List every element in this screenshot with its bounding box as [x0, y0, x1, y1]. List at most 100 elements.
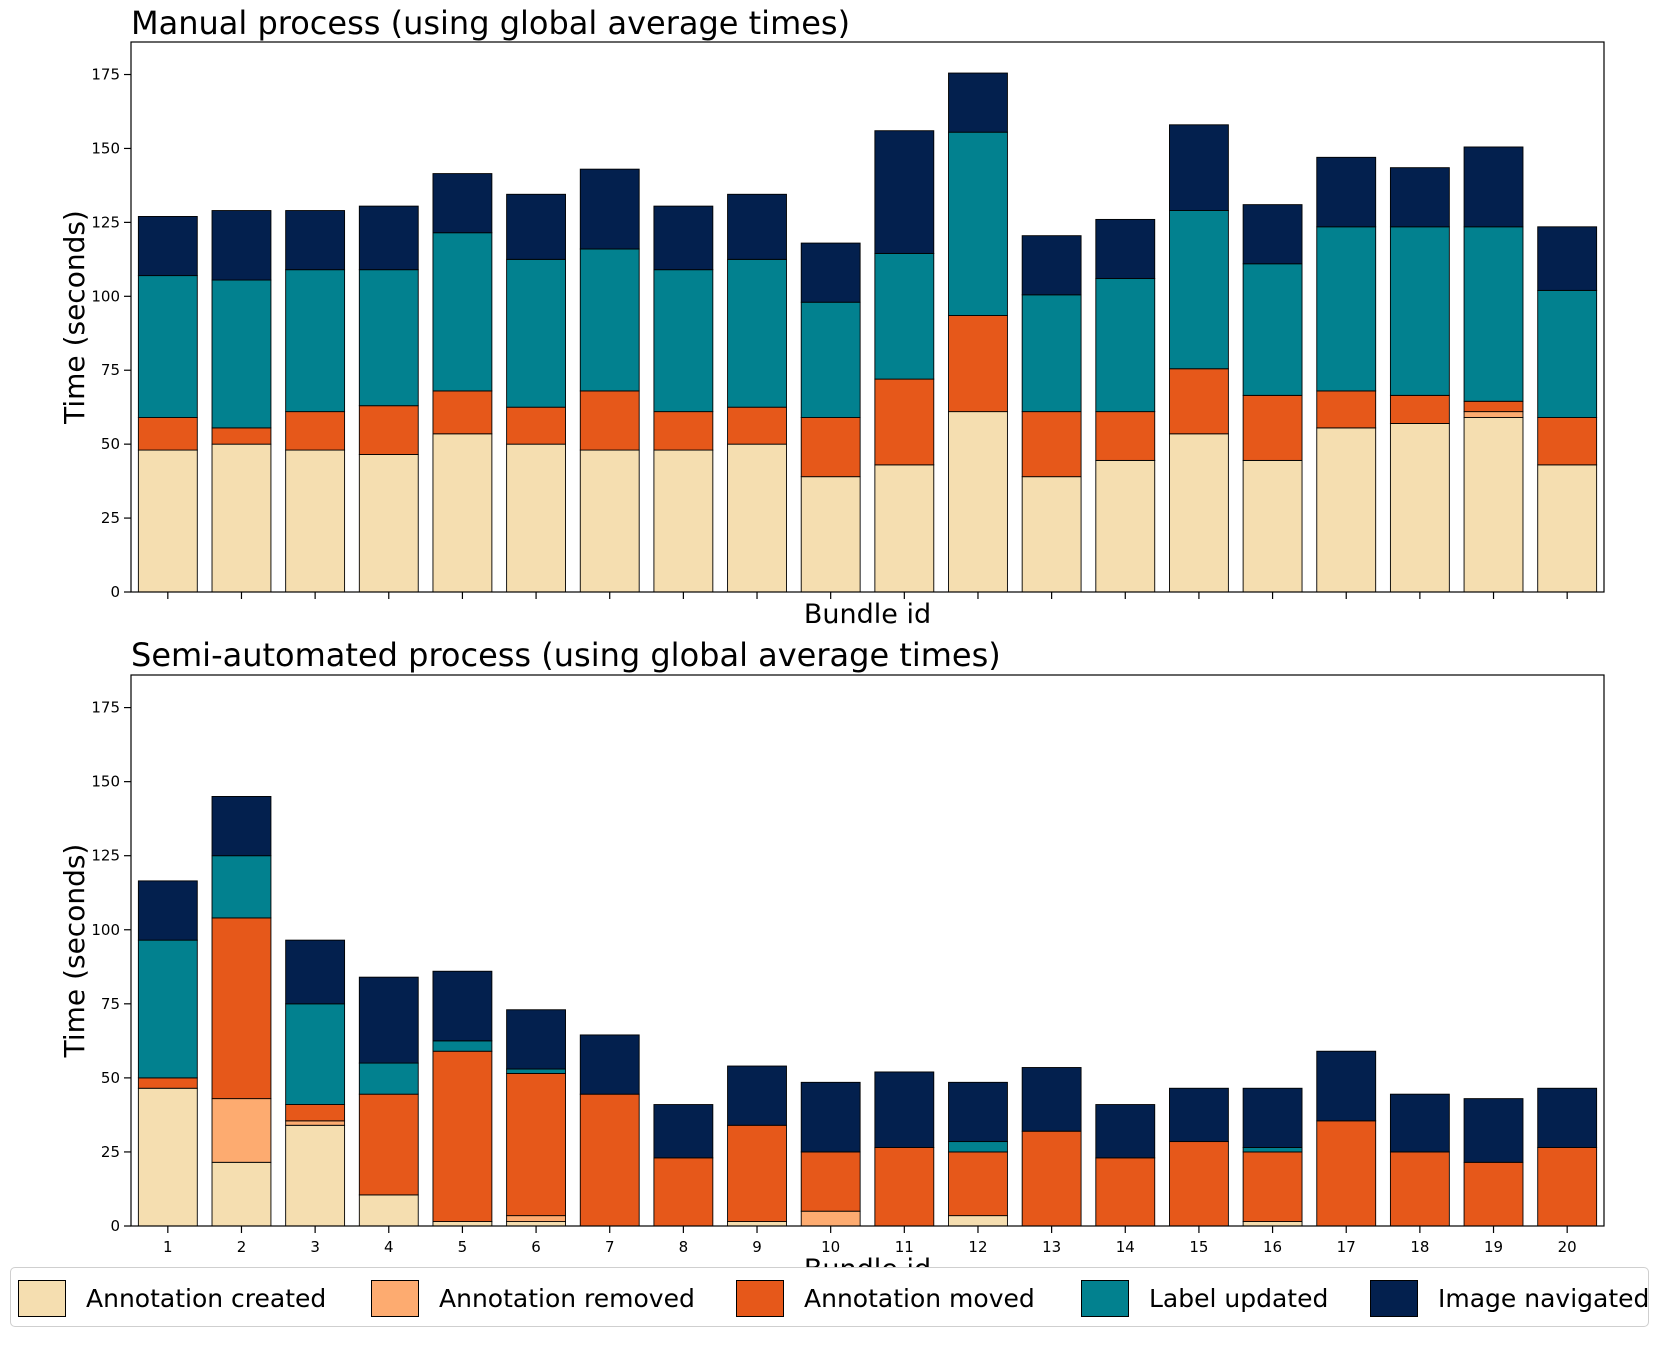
- legend-label: Image navigated: [1438, 1283, 1650, 1313]
- y-tick-label: 75: [101, 361, 120, 379]
- x-tick-label: 13: [1042, 1238, 1061, 1256]
- y-tick-label: 175: [91, 699, 120, 717]
- bar-annotation-moved-12: [948, 315, 1008, 413]
- bar-image-navigated-18: [1389, 1093, 1450, 1153]
- chart-panel-1: Manual process (using global average tim…: [58, 4, 1605, 630]
- bar-annotation-moved-17: [1316, 390, 1377, 429]
- bar-annotation-moved-9: [727, 406, 787, 445]
- bar-label-updated-18: [1389, 226, 1450, 396]
- y-tick-label: 125: [91, 213, 120, 231]
- bar-image-navigated-19: [1463, 146, 1524, 228]
- x-tick-label: 4: [384, 1238, 394, 1256]
- bar-annotation-created-5: [432, 1221, 493, 1227]
- legend-label: Annotation removed: [439, 1283, 695, 1313]
- legend-label: Annotation moved: [804, 1283, 1035, 1313]
- bar-label-updated-14: [1095, 278, 1156, 413]
- bar-annotation-created-18: [1389, 423, 1450, 593]
- y-tick-label: 25: [101, 509, 120, 527]
- bar-image-navigated-3: [285, 939, 346, 1005]
- bar-label-updated-16: [1242, 263, 1303, 396]
- bar-annotation-created-4: [358, 1194, 419, 1227]
- bar-image-navigated-3: [285, 210, 346, 271]
- bar-image-navigated-7: [579, 1034, 640, 1095]
- bar-label-updated-19: [1463, 226, 1524, 402]
- bar-label-updated-16: [1242, 1147, 1303, 1153]
- x-tick-label: 12: [968, 1238, 987, 1256]
- bar-label-updated-8: [653, 269, 714, 413]
- bar-annotation-created-1: [137, 449, 198, 593]
- bar-label-updated-17: [1316, 226, 1377, 392]
- bar-annotation-created-2: [211, 443, 272, 593]
- legend-swatch-annotation-moved: [736, 1279, 784, 1317]
- bar-annotation-created-11: [874, 464, 935, 593]
- bar-annotation-moved-17: [1316, 1120, 1377, 1227]
- bar-annotation-moved-20: [1537, 417, 1598, 466]
- bar-image-navigated-9: [727, 1065, 787, 1126]
- bar-annotation-created-20: [1537, 464, 1598, 593]
- legend-item-annotation-moved: Annotation moved: [736, 1278, 1035, 1318]
- bar-annotation-moved-19: [1463, 1161, 1524, 1227]
- bar-image-navigated-4: [358, 205, 419, 271]
- bar-image-navigated-8: [653, 1104, 714, 1159]
- bar-image-navigated-15: [1169, 124, 1229, 211]
- x-tick-label: 11: [895, 1238, 914, 1256]
- bar-image-navigated-7: [579, 168, 640, 250]
- bar-image-navigated-16: [1242, 1087, 1303, 1148]
- bar-annotation-moved-11: [874, 378, 935, 466]
- bar-annotation-created-16: [1242, 459, 1303, 593]
- bar-image-navigated-9: [727, 193, 787, 260]
- bar-annotation-removed-2: [211, 1098, 272, 1163]
- bar-annotation-created-9: [727, 1221, 787, 1227]
- bar-annotation-moved-1: [137, 417, 198, 451]
- bar-annotation-moved-7: [579, 1093, 640, 1227]
- bar-annotation-created-8: [653, 449, 714, 593]
- bar-image-navigated-19: [1463, 1098, 1524, 1163]
- y-tick-label: 0: [110, 1217, 120, 1235]
- bar-annotation-removed-6: [506, 1215, 566, 1223]
- legend-label: Annotation created: [86, 1283, 327, 1313]
- bar-annotation-moved-5: [432, 1050, 493, 1223]
- bar-annotation-moved-13: [1021, 411, 1082, 478]
- bar-image-navigated-8: [653, 205, 714, 271]
- bar-annotation-moved-4: [358, 405, 419, 455]
- bar-annotation-moved-2: [211, 427, 272, 445]
- bar-image-navigated-12: [948, 1081, 1008, 1143]
- bar-label-updated-1: [137, 939, 198, 1079]
- bar-annotation-created-13: [1021, 476, 1082, 593]
- bar-annotation-moved-18: [1389, 394, 1450, 424]
- bar-annotation-created-14: [1095, 459, 1156, 593]
- bar-annotation-moved-3: [285, 1104, 346, 1122]
- legend-item-image-navigated: Image navigated: [1370, 1278, 1649, 1318]
- y-tick-label: 125: [91, 847, 120, 865]
- plot-frame: [130, 674, 1605, 1227]
- bar-image-navigated-20: [1537, 1087, 1598, 1148]
- y-tick-label: 150: [91, 773, 120, 791]
- bar-annotation-moved-16: [1242, 1151, 1303, 1223]
- bar-annotation-created-6: [506, 1221, 566, 1227]
- bar-label-updated-6: [506, 1068, 566, 1074]
- chart-panel-2: Semi-automated process (using global ave…: [58, 636, 1605, 1285]
- bar-label-updated-11: [874, 252, 935, 380]
- bar-annotation-moved-6: [506, 406, 566, 445]
- bar-label-updated-3: [285, 1003, 346, 1105]
- legend-label: Label updated: [1149, 1283, 1329, 1313]
- bar-annotation-created-7: [579, 449, 640, 593]
- x-tick-label: 16: [1263, 1238, 1282, 1256]
- bar-image-navigated-11: [874, 1071, 935, 1148]
- bar-label-updated-2: [211, 279, 272, 429]
- y-axis-label: Time (seconds): [58, 844, 91, 1059]
- bar-annotation-created-10: [800, 476, 861, 593]
- bar-image-navigated-14: [1095, 1104, 1156, 1159]
- y-tick-label: 100: [91, 921, 120, 939]
- bar-label-updated-20: [1537, 289, 1598, 418]
- bar-label-updated-12: [948, 131, 1008, 316]
- bar-annotation-moved-2: [211, 917, 272, 1100]
- bar-label-updated-7: [579, 248, 640, 392]
- bar-image-navigated-6: [506, 1009, 566, 1070]
- bar-annotation-moved-11: [874, 1147, 935, 1227]
- bar-annotation-created-2: [211, 1161, 272, 1227]
- y-tick-label: 175: [91, 66, 120, 84]
- x-tick-label: 3: [310, 1238, 320, 1256]
- bar-label-updated-15: [1169, 210, 1229, 370]
- bar-annotation-moved-8: [653, 1157, 714, 1227]
